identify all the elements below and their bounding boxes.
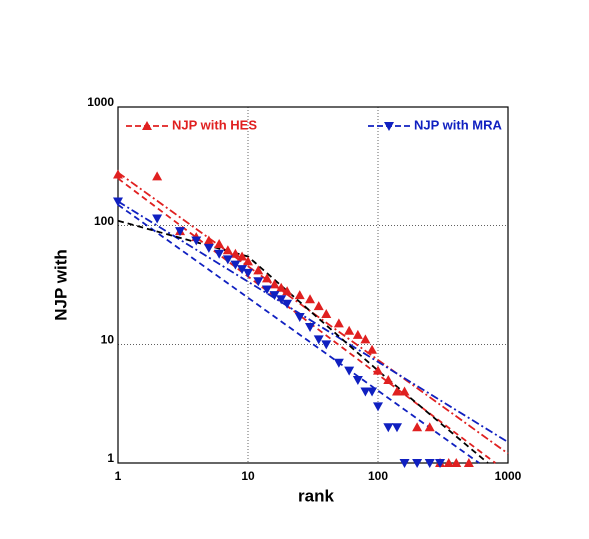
x-axis-label: rank bbox=[298, 486, 334, 505]
marker bbox=[203, 235, 214, 245]
y-tick-label: 1000 bbox=[87, 95, 114, 109]
marker bbox=[333, 318, 344, 328]
legend-label: NJP with MRA bbox=[414, 117, 502, 132]
marker bbox=[367, 344, 378, 354]
legend-label: NJP with HES bbox=[172, 117, 257, 132]
marker bbox=[237, 265, 248, 275]
marker bbox=[305, 294, 316, 304]
marker bbox=[113, 169, 123, 179]
marker bbox=[399, 459, 410, 468]
y-tick-label: 1 bbox=[107, 451, 114, 465]
marker bbox=[261, 273, 272, 283]
marker bbox=[203, 243, 214, 253]
marker bbox=[243, 268, 253, 278]
marker bbox=[214, 249, 225, 259]
marker bbox=[435, 459, 446, 468]
fit-line bbox=[117, 177, 496, 464]
marker bbox=[383, 423, 394, 433]
marker bbox=[344, 366, 355, 376]
marker bbox=[391, 423, 402, 433]
marker bbox=[152, 171, 163, 181]
marker bbox=[175, 227, 186, 237]
marker bbox=[282, 299, 293, 309]
fit-line bbox=[117, 219, 489, 464]
fit-line bbox=[117, 204, 480, 464]
marker bbox=[222, 245, 233, 255]
y-tick-label: 10 bbox=[101, 333, 115, 347]
marker bbox=[261, 285, 272, 295]
marker bbox=[443, 458, 454, 467]
marker bbox=[321, 340, 332, 350]
marker bbox=[451, 458, 462, 467]
marker bbox=[230, 248, 241, 258]
x-tick-label: 100 bbox=[368, 469, 388, 483]
marker bbox=[463, 458, 474, 467]
marker bbox=[243, 256, 253, 266]
marker bbox=[360, 334, 371, 344]
marker bbox=[360, 387, 371, 397]
marker bbox=[222, 255, 233, 265]
marker bbox=[412, 459, 423, 468]
marker bbox=[276, 295, 287, 305]
marker bbox=[313, 335, 324, 345]
marker bbox=[276, 282, 287, 292]
marker bbox=[294, 290, 305, 300]
marker bbox=[321, 309, 332, 319]
x-tick-label: 1 bbox=[115, 469, 122, 483]
marker bbox=[152, 214, 163, 224]
marker bbox=[352, 329, 363, 339]
y-tick-label: 100 bbox=[94, 214, 114, 228]
fit-line bbox=[117, 200, 509, 443]
marker bbox=[313, 301, 324, 311]
marker bbox=[282, 286, 293, 296]
legend-marker bbox=[384, 122, 394, 131]
marker bbox=[399, 386, 410, 396]
marker bbox=[367, 387, 378, 397]
marker bbox=[253, 277, 264, 287]
x-tick-label: 1000 bbox=[495, 469, 522, 483]
marker bbox=[253, 265, 264, 275]
marker bbox=[412, 422, 423, 432]
marker bbox=[352, 376, 363, 386]
marker bbox=[230, 260, 241, 270]
x-tick-label: 10 bbox=[241, 469, 255, 483]
marker bbox=[333, 358, 344, 368]
marker bbox=[373, 402, 383, 412]
marker bbox=[391, 386, 402, 396]
marker bbox=[269, 279, 280, 289]
marker bbox=[424, 422, 435, 432]
marker bbox=[113, 197, 123, 207]
marker bbox=[191, 236, 202, 246]
marker bbox=[383, 375, 394, 385]
legend-marker bbox=[142, 121, 152, 130]
marker bbox=[424, 459, 435, 468]
marker bbox=[305, 322, 316, 332]
marker bbox=[294, 312, 305, 322]
marker bbox=[344, 325, 355, 335]
marker bbox=[237, 251, 248, 261]
marker bbox=[214, 239, 225, 249]
y-axis-label: NJP with bbox=[51, 249, 70, 320]
marker bbox=[269, 291, 280, 301]
plot-frame bbox=[117, 106, 509, 464]
marker bbox=[373, 365, 383, 375]
